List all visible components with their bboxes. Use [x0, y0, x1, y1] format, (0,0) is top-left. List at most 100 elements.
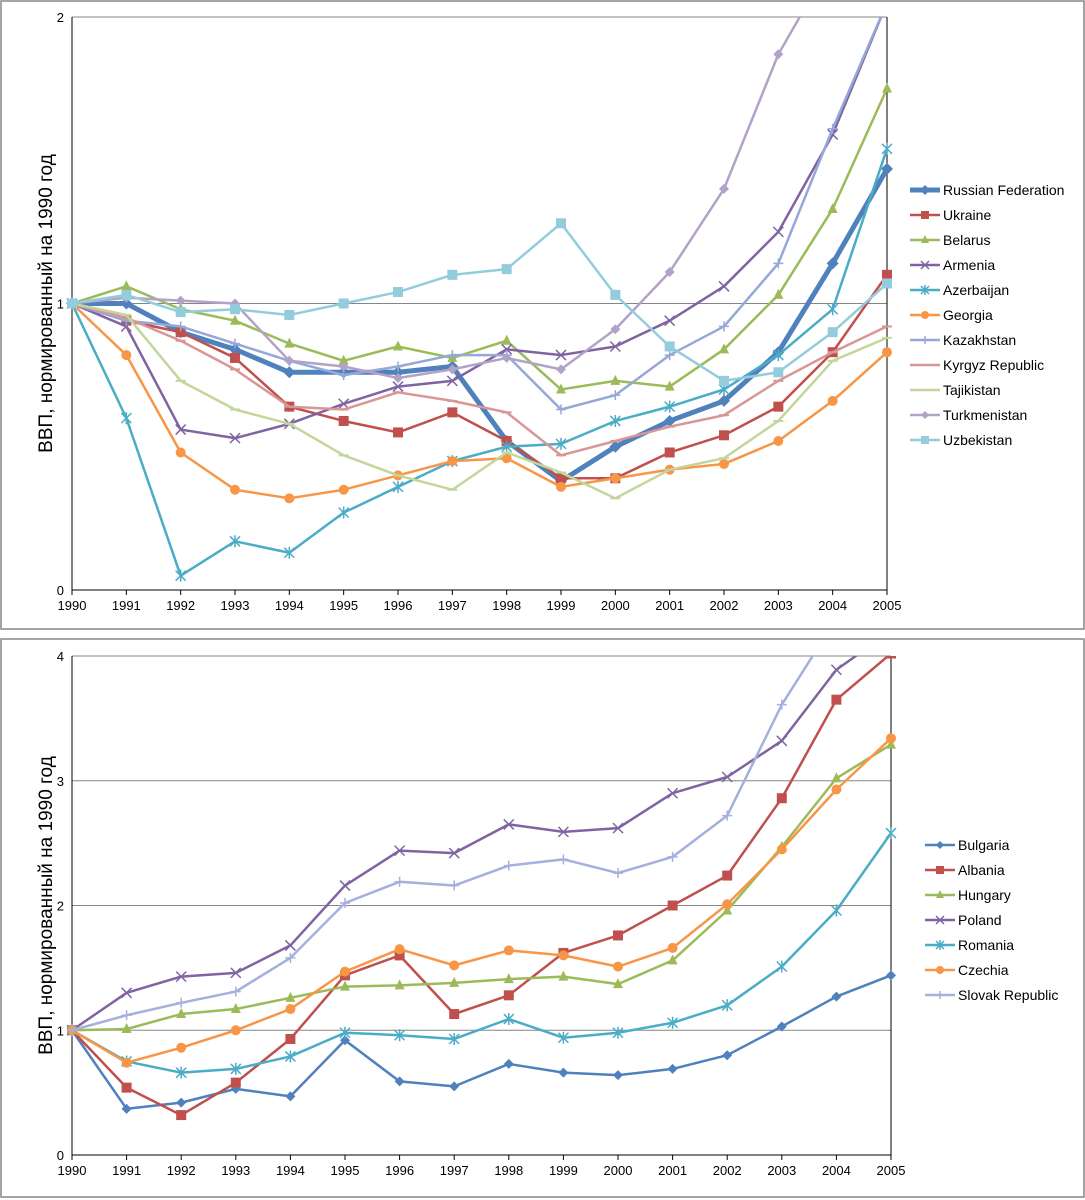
- data-point: [719, 183, 729, 194]
- x-tick-label: 1993: [221, 598, 250, 613]
- legend-label: Armenia: [943, 257, 995, 273]
- x-tick-label: 1991: [112, 598, 141, 613]
- data-point: [175, 447, 186, 458]
- data-point: [285, 991, 296, 1002]
- data-point: [773, 401, 784, 412]
- data-point: [340, 980, 350, 991]
- chart-top: 0 1 2 1990 1991 1992 1993 1994 1995 1996 1997 1998 1…: [0, 0, 1085, 630]
- y-tick-label: 3: [57, 774, 64, 789]
- legend-label: Belarus: [943, 232, 990, 248]
- legend-item: Azerbaijan: [910, 282, 1009, 298]
- data-point: [339, 1026, 351, 1039]
- legend-label: Albania: [958, 862, 1005, 878]
- data-point: [338, 415, 349, 426]
- data-point: [831, 784, 842, 795]
- data-point: [721, 999, 733, 1012]
- data-point: [663, 414, 676, 427]
- legend-item: Belarus: [910, 232, 990, 248]
- data-point: [556, 481, 566, 492]
- legend-item: Kyrgyz Republic: [910, 357, 1044, 373]
- data-point: [886, 738, 896, 749]
- legend-marker: [921, 235, 929, 243]
- x-tick-label: 2003: [767, 1163, 796, 1178]
- data-point: [447, 364, 458, 375]
- series-line: [71, 17, 883, 411]
- legend-label: Turkmenistan: [943, 407, 1027, 423]
- data-point: [175, 307, 186, 318]
- data-point: [776, 1021, 787, 1032]
- legend-label: Russian Federation: [943, 182, 1064, 198]
- data-point: [283, 366, 296, 379]
- data-point: [664, 341, 675, 352]
- data-point: [503, 1013, 515, 1026]
- legend-label: Bulgaria: [958, 837, 1010, 853]
- data-point: [230, 314, 240, 325]
- data-point: [718, 394, 730, 407]
- data-point: [555, 437, 567, 450]
- legend-item: Czechia: [925, 962, 1009, 978]
- data-point: [339, 880, 351, 892]
- data-point: [718, 280, 730, 292]
- legend-item: Romania: [925, 937, 1014, 953]
- data-point: [558, 950, 569, 961]
- data-point: [121, 987, 133, 999]
- data-point: [501, 343, 513, 355]
- legend-label: Azerbaijan: [943, 282, 1009, 298]
- data-point: [449, 1081, 460, 1092]
- data-point: [610, 473, 621, 484]
- data-point: [831, 772, 842, 783]
- data-point: [230, 338, 240, 349]
- data-point: [393, 287, 403, 298]
- data-point: [667, 900, 678, 911]
- data-point: [613, 978, 623, 989]
- data-point: [556, 364, 566, 375]
- series-azerbaijan: [66, 142, 893, 582]
- x-tick-label: 1997: [440, 1163, 469, 1178]
- series-line: [71, 656, 890, 1117]
- legend-marker: [921, 211, 929, 219]
- x-tick-label: 1992: [167, 1163, 196, 1178]
- legend-marker: [920, 185, 930, 195]
- data-point: [719, 375, 729, 386]
- data-point: [230, 1062, 242, 1075]
- x-tick-label: 1998: [492, 598, 521, 613]
- data-point: [776, 699, 787, 710]
- data-point: [394, 876, 405, 887]
- legend-marker: [921, 436, 929, 444]
- data-point: [394, 1029, 406, 1042]
- data-point: [230, 967, 242, 979]
- data-point: [230, 1003, 241, 1014]
- data-point: [501, 453, 512, 464]
- data-point: [776, 960, 788, 973]
- data-point: [885, 827, 897, 840]
- series-hungary: [67, 738, 896, 1035]
- x-tick-label: 2004: [818, 598, 847, 613]
- data-point: [831, 694, 842, 705]
- data-point: [393, 427, 403, 438]
- data-point: [503, 990, 514, 1001]
- data-point: [722, 1050, 733, 1061]
- data-point: [285, 952, 296, 963]
- data-point: [664, 400, 676, 413]
- data-point: [501, 352, 512, 363]
- data-point: [558, 854, 569, 865]
- data-point: [773, 258, 784, 269]
- data-point: [176, 1008, 187, 1019]
- data-point: [229, 535, 241, 548]
- legend-label: Uzbekistan: [943, 432, 1012, 448]
- series-line: [71, 302, 888, 457]
- data-point: [175, 971, 187, 983]
- x-tick-label: 2001: [655, 598, 684, 613]
- data-point: [338, 506, 350, 519]
- data-point: [882, 278, 892, 289]
- data-point: [667, 851, 678, 862]
- data-point: [610, 289, 621, 300]
- x-tick-label: 1997: [438, 598, 467, 613]
- data-point: [447, 407, 458, 418]
- y-tick-label: 1: [57, 297, 64, 312]
- data-point: [283, 546, 295, 559]
- data-point: [721, 771, 733, 783]
- series-line: [71, 656, 815, 1032]
- data-point: [394, 950, 405, 961]
